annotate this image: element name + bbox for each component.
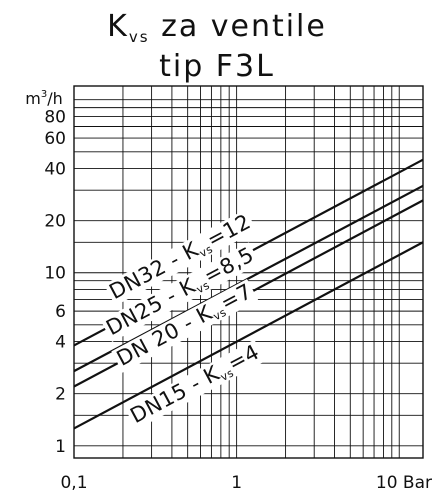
series-label-kvs-sub: vs — [211, 306, 229, 324]
y-tick-label: 6 — [55, 302, 66, 322]
series-label-background — [104, 209, 257, 306]
x-tick-label: 0,1 — [60, 473, 87, 493]
y-tick-label: 1 — [55, 437, 66, 457]
y-tick-label: 10 — [44, 264, 66, 284]
chart-title-line2: tip F3L — [159, 49, 275, 84]
series-line-dn15 — [73, 241, 424, 430]
x-tick-label: 10 Bar — [376, 473, 432, 493]
series-label-kvs-sub: vs — [218, 366, 236, 384]
y-tick-label: 20 — [44, 212, 66, 232]
y-tick-label: 40 — [44, 160, 66, 180]
y-tick-label: 60 — [44, 129, 66, 149]
y-tick-label: 4 — [55, 333, 66, 353]
title-rest: za ventile — [150, 9, 327, 44]
x-tick-label: 1 — [231, 473, 242, 493]
y-axis-unit: m3/h — [25, 89, 63, 108]
title-symbol: K — [107, 9, 129, 44]
series-label-kvs-sub: vs — [194, 279, 212, 297]
x-tick-labels: 0,1 1 10 Bar — [60, 473, 432, 493]
plot-frame — [73, 85, 424, 459]
chart-title-line1: Kvs za ventile — [107, 9, 327, 46]
y-tick-label: 80 — [44, 107, 66, 127]
series-label-background — [111, 279, 259, 373]
y-unit-sup: 3 — [41, 89, 47, 100]
y-unit-rest: /h — [47, 89, 63, 108]
series-line-dn25 — [73, 184, 424, 373]
y-tick-label: 2 — [55, 385, 66, 405]
series-label-background — [100, 242, 261, 343]
series-label-background — [125, 339, 266, 430]
title-symbol-sub: vs — [129, 28, 150, 46]
y-unit-base: m — [25, 89, 41, 108]
series-label-kvs-sub: vs — [197, 242, 215, 260]
